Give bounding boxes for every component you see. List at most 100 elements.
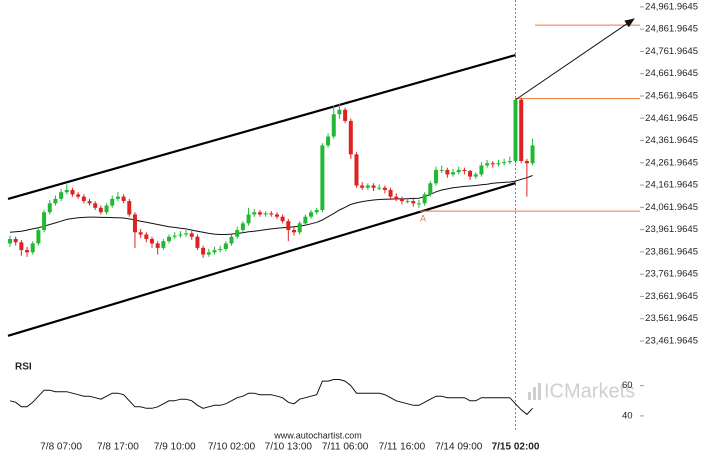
y-tick-label: 23,561.9645 xyxy=(645,313,698,324)
candle-body xyxy=(416,203,421,205)
candle-body xyxy=(212,250,217,253)
candle-body xyxy=(172,235,177,237)
rsi-tick-label: 60 xyxy=(622,380,633,391)
candle-body xyxy=(218,248,223,251)
y-tick-label: 23,761.9645 xyxy=(645,269,698,280)
candle-body xyxy=(8,238,12,244)
candle-body xyxy=(167,236,172,242)
candle-body xyxy=(303,216,308,224)
candle-body xyxy=(81,196,86,202)
candle-body xyxy=(348,120,353,155)
candle-body xyxy=(462,169,467,172)
candle-body xyxy=(115,196,120,199)
candle-body xyxy=(496,163,501,165)
candle-body xyxy=(36,230,41,244)
candle-body xyxy=(127,201,132,215)
x-tick-label: 7/11 06:00 xyxy=(322,442,369,453)
candle-body xyxy=(98,207,103,213)
candle-body xyxy=(53,198,58,204)
y-tick-label: 24,561.9645 xyxy=(645,91,698,102)
candle-body xyxy=(132,214,137,233)
candle-body xyxy=(42,212,47,231)
candle-body xyxy=(314,210,319,213)
candle-body xyxy=(269,213,274,215)
candle-body xyxy=(468,171,473,177)
y-tick-label: 24,061.9645 xyxy=(645,202,698,213)
candle-body xyxy=(30,243,35,253)
candle-body xyxy=(502,162,507,164)
channel-line xyxy=(7,182,516,337)
x-tick-label: 7/8 07:00 xyxy=(40,442,82,453)
candle-body xyxy=(360,185,365,188)
candle-body xyxy=(456,169,461,173)
y-tick-label: 23,961.9645 xyxy=(645,224,698,235)
x-tick-label: 7/11 16:00 xyxy=(379,442,426,453)
y-tick-label: 24,761.9645 xyxy=(645,46,698,57)
candle-body xyxy=(411,201,416,204)
x-tick-label: 7/14 09:00 xyxy=(435,442,483,453)
candle-body xyxy=(201,247,206,255)
candle-body xyxy=(405,201,410,203)
candle-body xyxy=(138,232,143,235)
candle-body xyxy=(189,233,194,237)
candle-body xyxy=(206,252,211,255)
candle-body xyxy=(394,196,399,199)
rsi-title: RSI xyxy=(15,362,32,373)
candle-body xyxy=(263,213,268,215)
candle-body xyxy=(490,163,495,165)
candle-body xyxy=(104,205,109,213)
candle-body xyxy=(155,243,160,248)
candle-body xyxy=(286,221,291,231)
candle-body xyxy=(320,145,325,211)
candle-body xyxy=(240,223,245,231)
candle-body xyxy=(252,212,257,215)
x-tick-label: 7/9 10:00 xyxy=(154,442,196,453)
candle-body xyxy=(473,174,478,177)
rsi-tick-label: 40 xyxy=(622,410,633,421)
candle-body xyxy=(59,192,64,199)
candle-body xyxy=(326,136,331,146)
x-tick-label: 7/10 13:00 xyxy=(265,442,313,453)
candle-body xyxy=(110,198,115,206)
candle-body xyxy=(422,194,427,204)
candle-body xyxy=(76,194,81,197)
candle-body xyxy=(439,169,444,171)
candle-body xyxy=(377,187,382,189)
x-tick-label: 7/15 02:00 xyxy=(492,442,540,453)
y-tick-label: 23,861.9645 xyxy=(645,246,698,257)
candle-body xyxy=(371,185,376,188)
candle-body xyxy=(161,241,166,248)
candle-body xyxy=(485,163,490,166)
x-tick-label: 7/8 17:00 xyxy=(97,442,139,453)
candle-body xyxy=(25,250,30,253)
candle-body xyxy=(524,161,529,164)
candle-body xyxy=(382,187,387,190)
y-tick-label: 23,461.9645 xyxy=(645,335,698,346)
candle-body xyxy=(178,234,183,236)
candle-body xyxy=(297,223,302,233)
candle-body xyxy=(13,238,18,243)
candle-body xyxy=(229,236,234,244)
candle-body xyxy=(235,230,240,237)
candle-body xyxy=(274,214,279,217)
candle-body xyxy=(451,172,456,175)
candle-body xyxy=(331,114,336,137)
y-tick-label: 24,361.9645 xyxy=(645,135,698,146)
y-tick-label: 24,161.9645 xyxy=(645,180,698,191)
candle-body xyxy=(354,154,359,186)
y-tick-label: 24,261.9645 xyxy=(645,157,698,168)
candle-body xyxy=(246,214,251,224)
x-tick-label: 7/10 02:00 xyxy=(208,442,256,453)
channel-line xyxy=(7,53,516,200)
candle-body xyxy=(292,230,296,233)
candle-body xyxy=(64,189,69,193)
candle-body xyxy=(479,165,484,175)
candle-body xyxy=(507,161,512,163)
candle-body xyxy=(184,233,189,235)
candle-body xyxy=(70,189,75,195)
source: www.autochartist.com xyxy=(273,430,362,440)
candle-body xyxy=(428,183,433,195)
candle-body xyxy=(19,242,24,251)
y-tick-label: 24,461.9645 xyxy=(645,113,698,124)
candle-body xyxy=(434,169,438,184)
